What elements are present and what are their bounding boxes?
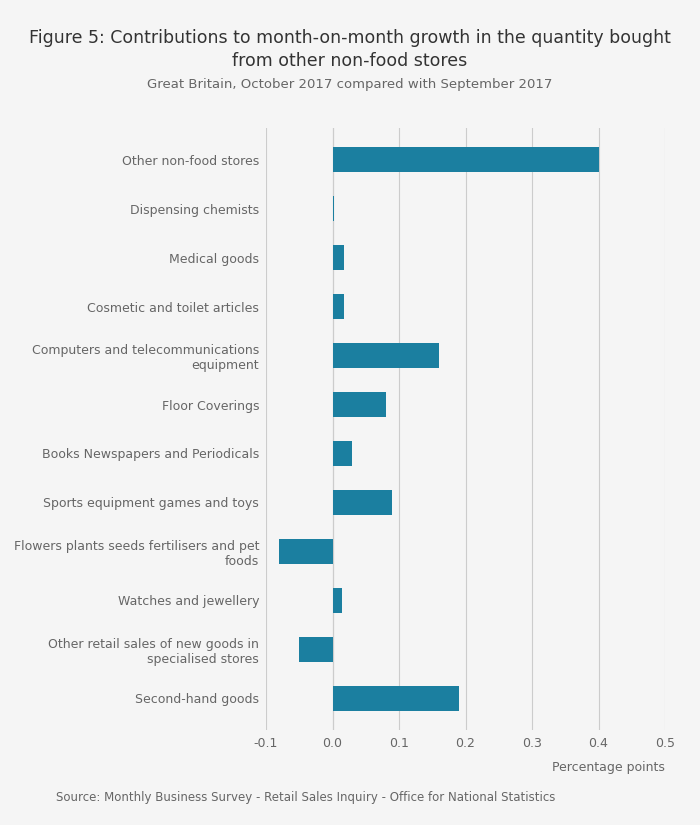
Bar <box>332 392 386 417</box>
Bar <box>332 588 342 613</box>
Bar <box>332 245 344 270</box>
Bar <box>300 637 332 662</box>
Text: Great Britain, October 2017 compared with September 2017: Great Britain, October 2017 compared wit… <box>147 78 553 92</box>
Bar <box>332 490 392 515</box>
Bar <box>332 343 439 368</box>
Bar <box>279 540 332 563</box>
Bar <box>332 686 459 710</box>
X-axis label: Percentage points: Percentage points <box>552 761 665 774</box>
Text: Figure 5: Contributions to month-on-month growth in the quantity bought
from oth: Figure 5: Contributions to month-on-mont… <box>29 29 671 70</box>
Text: Source: Monthly Business Survey - Retail Sales Inquiry - Office for National Sta: Source: Monthly Business Survey - Retail… <box>56 791 555 804</box>
Bar <box>332 441 352 466</box>
Bar <box>332 148 598 172</box>
Bar <box>332 295 344 318</box>
Bar <box>332 196 334 221</box>
